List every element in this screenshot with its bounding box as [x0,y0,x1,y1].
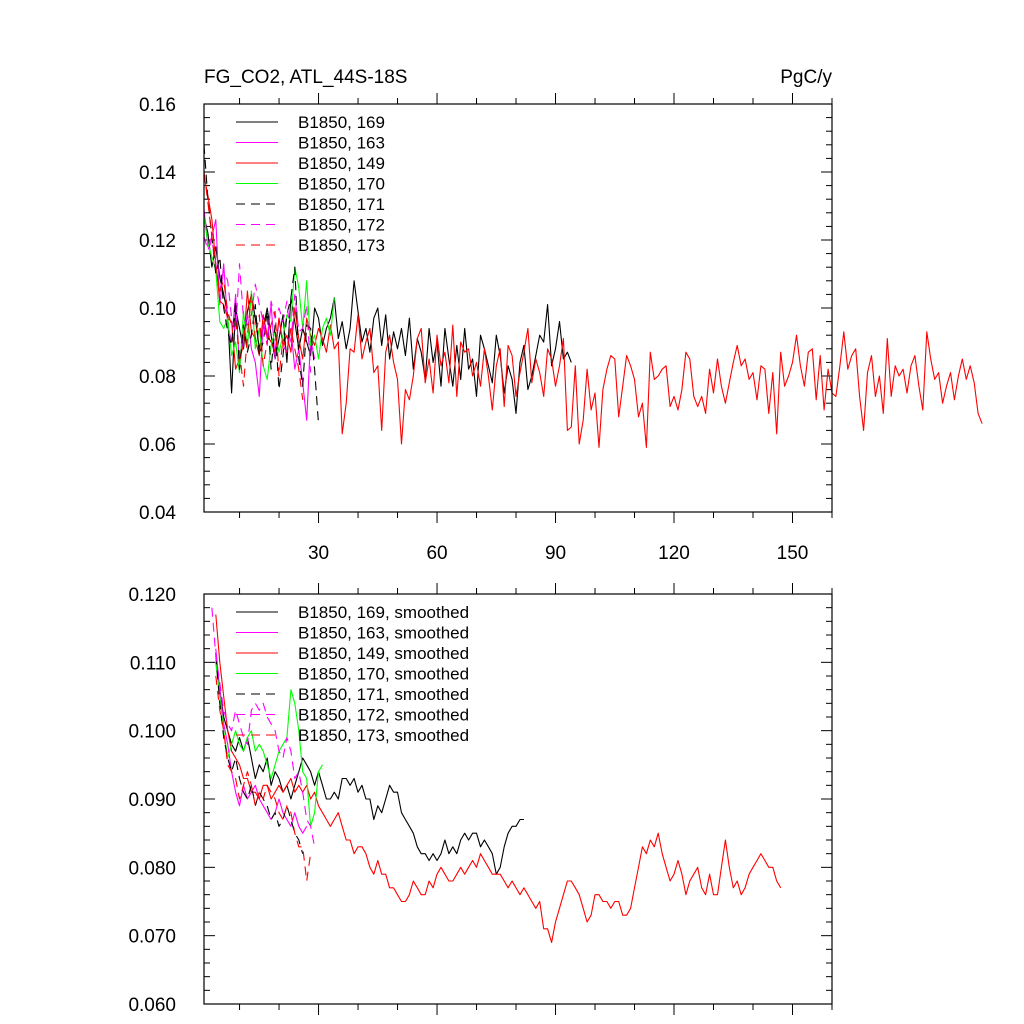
legend-label: B1850, 170, smoothed [298,665,469,684]
y-tick-label: 0.070 [128,927,176,948]
series-line [203,216,335,380]
legend-label: B1850, 169, smoothed [298,603,469,622]
chart-title: FG_CO2, ATL_44S-18S [204,67,407,88]
x-tick-label: 120 [658,543,690,564]
top-series-lines [203,144,983,448]
series-line [215,648,308,834]
bottom-panel: B1850, 169, smoothed B1850, 163, smoothed… [128,583,833,1016]
y-tick-label: 0.04 [139,503,176,524]
legend-label: B1850, 171, smoothed [298,685,469,704]
y-tick-label: 0.12 [139,231,176,252]
series-line [215,655,304,854]
legend-label: B1850, 169 [298,113,385,132]
top-plot-frame [203,103,833,513]
legend-label: B1850, 172 [298,216,385,235]
y-tick-label: 0.120 [128,585,176,606]
series-line [203,144,320,424]
legend-label: B1850, 149 [298,154,385,173]
legend-label: B1850, 173 [298,236,385,255]
y-tick-label: 0.16 [139,95,176,116]
y-tick-label: 0.100 [128,722,176,743]
series-line [215,614,782,944]
bottom-series-lines [211,607,782,944]
bottom-axis-ticks [204,583,833,1015]
top-panel: FG_CO2, ATL_44S-18S PgC/y B1850, 169B185… [139,67,983,564]
bottom-legend: B1850, 169, smoothed B1850, 163, smoothed… [236,603,469,745]
y-tick-label: 0.060 [128,995,176,1016]
legend-label: B1850, 171 [298,195,385,214]
x-tick-label: 150 [777,543,809,564]
y-tick-label: 0.14 [139,163,176,184]
series-line [203,171,304,400]
bottom-plot-frame [203,593,833,1005]
y-tick-label: 0.06 [139,435,176,456]
x-tick-label: 30 [308,543,329,564]
legend-label: B1850, 149, smoothed [298,644,469,663]
series-line [211,607,316,847]
y-tick-label: 0.08 [139,367,176,388]
series-line [203,175,983,448]
y-tick-label: 0.090 [128,790,176,811]
x-tick-label: 60 [426,543,447,564]
series-line [203,216,572,414]
legend-label: B1850, 173, smoothed [298,726,469,745]
legend-label: B1850, 163, smoothed [298,624,469,643]
series-line [215,675,312,882]
y-tick-label: 0.080 [128,858,176,879]
units-label: PgC/y [780,67,832,88]
x-tick-label: 90 [545,543,566,564]
series-line [215,662,524,875]
legend-label: B1850, 163 [298,134,385,153]
bottom-tick-labels: 0.060 0.070 0.080 0.090 0.100 0.110 0.120 [128,585,176,1016]
legend-label: B1850, 170 [298,175,385,194]
series-line [215,662,323,827]
y-tick-label: 0.10 [139,299,176,320]
legend-label: B1850, 172, smoothed [298,706,469,725]
y-tick-label: 0.110 [130,653,176,674]
top-tick-labels: 0.04 0.06 0.08 0.10 0.12 0.14 0.16 30 60 90 120 150 [139,95,808,564]
